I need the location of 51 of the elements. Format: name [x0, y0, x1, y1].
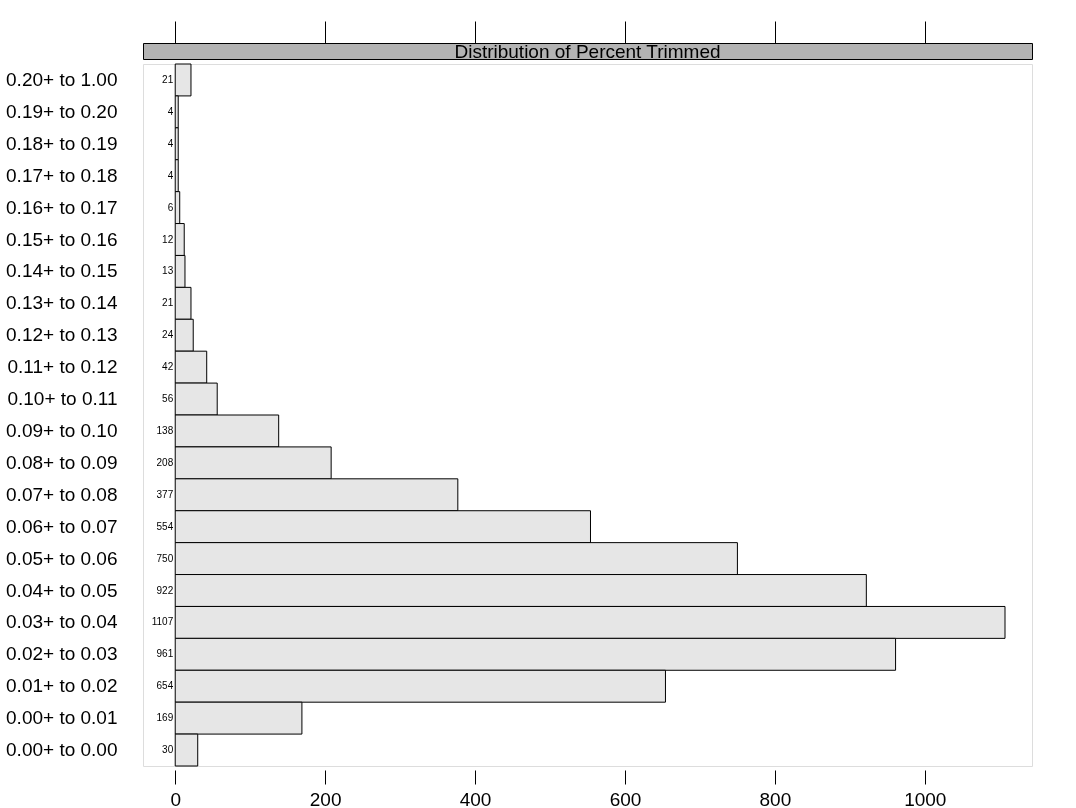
- y-tick-label: 0.12+ to 0.13: [6, 324, 118, 346]
- data-label: 554: [156, 520, 174, 532]
- y-tick-label: 0.02+ to 0.03: [6, 643, 118, 665]
- data-label: 922: [156, 584, 174, 596]
- y-tick-label: 0.17+ to 0.18: [6, 164, 118, 186]
- y-tick-label: 0.10+ to 0.11: [7, 388, 118, 410]
- y-tick-label: 0.03+ to 0.04: [6, 611, 118, 633]
- y-tick-label: 0.13+ to 0.14: [6, 292, 118, 314]
- y-tick-label: 0.05+ to 0.06: [6, 547, 118, 569]
- data-label: 138: [156, 424, 174, 436]
- x-tick-label: 600: [609, 788, 642, 808]
- data-label: 13: [162, 265, 174, 277]
- data-label: 30: [162, 744, 174, 756]
- x-tick-label: 800: [759, 788, 792, 808]
- y-tick-label: 0.14+ to 0.15: [6, 260, 118, 282]
- x-tick-label: 0: [170, 788, 182, 808]
- data-label: 42: [162, 361, 174, 373]
- x-tick-label: 1000: [904, 788, 947, 808]
- data-label: 12: [162, 233, 174, 245]
- data-label: 6: [167, 201, 174, 213]
- data-label: 208: [156, 456, 174, 468]
- data-label: 4: [167, 169, 174, 181]
- y-tick-label: 0.18+ to 0.19: [6, 132, 118, 154]
- y-tick-label: 0.07+ to 0.08: [6, 483, 118, 505]
- x-tick-label: 400: [459, 788, 492, 808]
- y-tick-label: 0.09+ to 0.10: [6, 419, 118, 441]
- data-label: 961: [156, 648, 174, 660]
- data-label: 654: [156, 680, 174, 692]
- data-label: 377: [156, 488, 174, 500]
- y-tick-label: 0.08+ to 0.09: [6, 451, 118, 473]
- data-label: 24: [162, 329, 174, 341]
- y-tick-label: 0.11+ to 0.12: [7, 356, 118, 378]
- data-label: 750: [156, 552, 174, 564]
- y-tick-label: 0.16+ to 0.17: [6, 196, 118, 218]
- data-label: 4: [167, 137, 174, 149]
- y-tick-label: 0.15+ to 0.16: [6, 228, 118, 250]
- data-label: 21: [162, 297, 174, 309]
- data-label: 1107: [151, 616, 174, 628]
- y-tick-label: 0.20+ to 1.00: [6, 68, 118, 90]
- y-tick-label: 0.06+ to 0.07: [6, 515, 118, 537]
- chart-title: Distribution of Percent Trimmed: [454, 41, 721, 62]
- y-tick-label: 0.01+ to 0.02: [6, 675, 118, 697]
- data-label: 21: [162, 73, 174, 85]
- data-label: 56: [162, 393, 174, 405]
- y-tick-label: 0.19+ to 0.20: [6, 100, 118, 122]
- x-tick-label: 200: [309, 788, 342, 808]
- y-tick-label: 0.04+ to 0.05: [6, 579, 118, 601]
- data-label: 4: [167, 105, 174, 117]
- y-tick-label: 0.00+ to 0.00: [6, 739, 118, 761]
- y-tick-label: 0.00+ to 0.01: [6, 707, 118, 729]
- data-label: 169: [156, 712, 174, 724]
